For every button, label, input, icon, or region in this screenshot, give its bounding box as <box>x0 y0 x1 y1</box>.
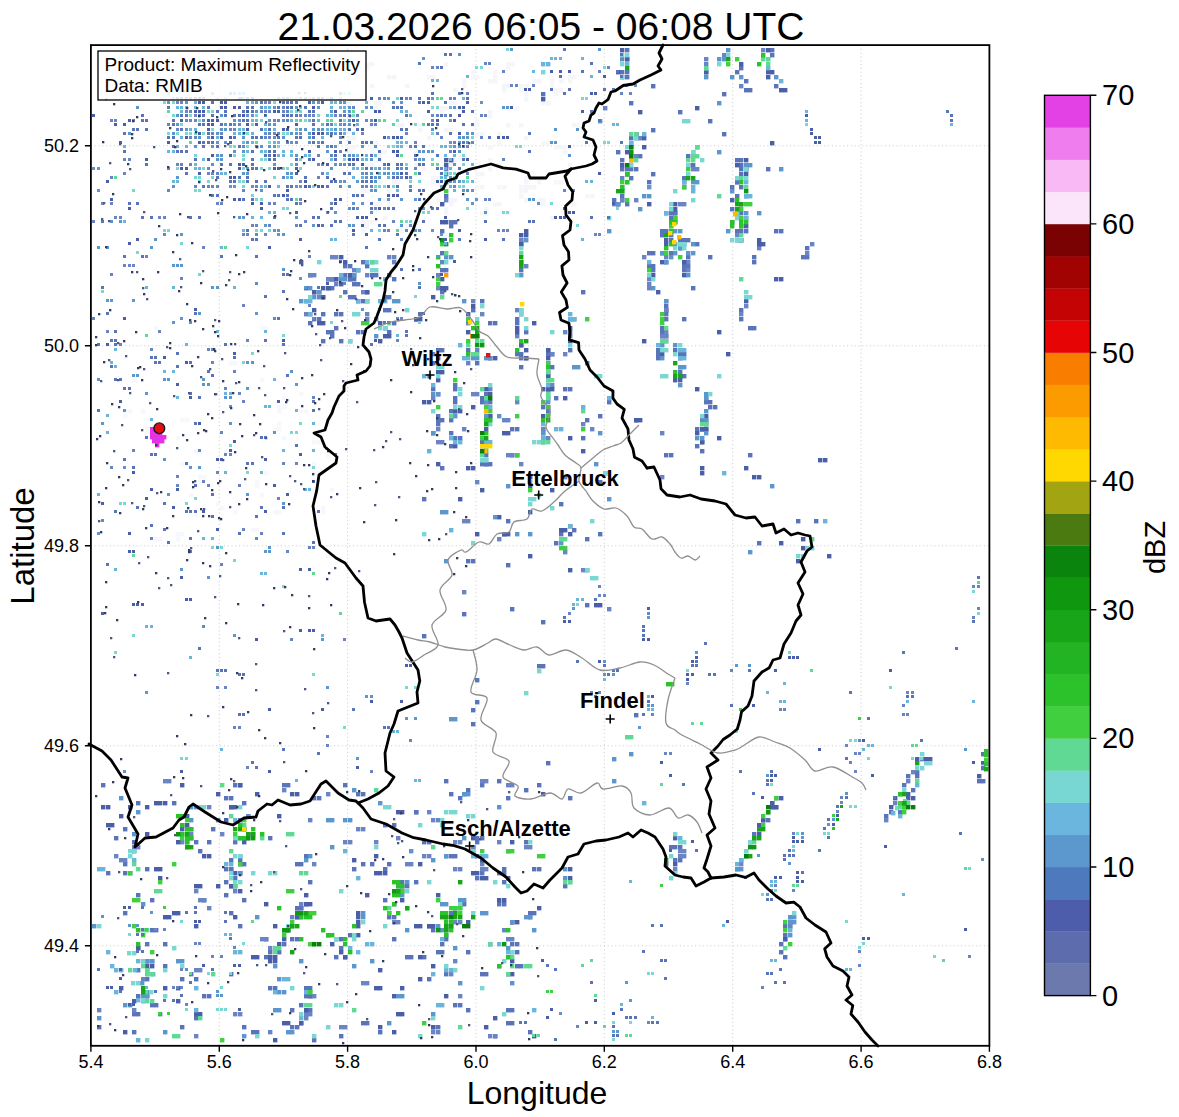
svg-text:50: 50 <box>1102 337 1134 369</box>
svg-text:49.6: 49.6 <box>44 736 79 756</box>
svg-text:0: 0 <box>1102 980 1118 1012</box>
svg-text:6.4: 6.4 <box>720 1052 745 1072</box>
svg-text:70: 70 <box>1102 79 1134 111</box>
svg-text:5.8: 5.8 <box>335 1052 360 1072</box>
svg-text:49.8: 49.8 <box>44 536 79 556</box>
svg-text:6.2: 6.2 <box>592 1052 617 1072</box>
svg-text:30: 30 <box>1102 594 1134 626</box>
svg-text:6.8: 6.8 <box>977 1052 1002 1072</box>
svg-text:5.4: 5.4 <box>78 1052 103 1072</box>
svg-text:Latitude: Latitude <box>4 487 41 604</box>
svg-text:Product: Maximum Reflectivity: Product: Maximum Reflectivity <box>105 54 361 75</box>
svg-text:20: 20 <box>1102 722 1134 754</box>
svg-text:Esch/Alzette: Esch/Alzette <box>440 816 571 841</box>
svg-text:5.6: 5.6 <box>207 1052 232 1072</box>
svg-text:49.4: 49.4 <box>44 936 79 956</box>
svg-text:40: 40 <box>1102 465 1134 497</box>
svg-text:dBZ: dBZ <box>1139 521 1171 574</box>
svg-text:21.03.2026 06:05 - 06:08 UTC: 21.03.2026 06:05 - 06:08 UTC <box>278 5 805 48</box>
svg-text:50.2: 50.2 <box>44 136 79 156</box>
svg-text:Longitude: Longitude <box>467 1075 608 1111</box>
svg-text:6.0: 6.0 <box>463 1052 488 1072</box>
svg-text:Wiltz: Wiltz <box>401 346 452 371</box>
svg-text:60: 60 <box>1102 208 1134 240</box>
svg-text:Data: RMIB: Data: RMIB <box>105 75 203 96</box>
svg-text:50.0: 50.0 <box>44 336 79 356</box>
svg-text:6.6: 6.6 <box>849 1052 874 1072</box>
svg-text:Ettelbruck: Ettelbruck <box>511 466 619 491</box>
svg-text:Findel: Findel <box>580 688 645 713</box>
svg-text:10: 10 <box>1102 851 1134 883</box>
